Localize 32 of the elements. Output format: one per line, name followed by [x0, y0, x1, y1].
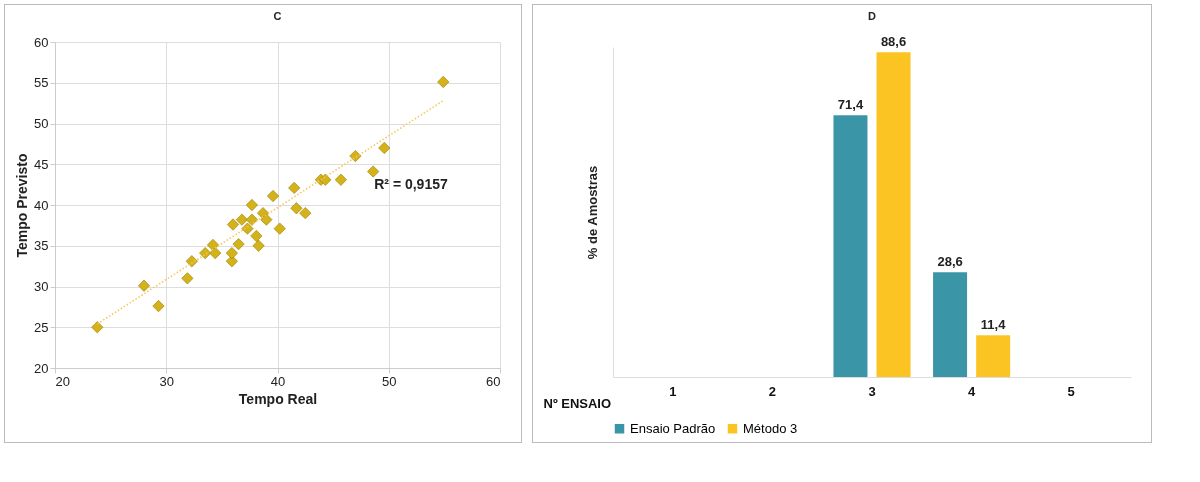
y-tick-label: 60 — [34, 34, 49, 50]
data-label: 28,6 — [937, 254, 963, 270]
data-label: 88,6 — [880, 34, 907, 50]
y-tick-label: 30 — [34, 279, 49, 294]
x-tick-label: 20 — [55, 373, 70, 389]
y-tick-label: 25 — [34, 319, 49, 335]
y-axis-title: % de Amostras — [584, 165, 600, 260]
y-tick-label: 50 — [34, 116, 49, 131]
y-tick-label: 35 — [34, 238, 49, 254]
legend-label: Ensaio Padrão — [630, 420, 716, 436]
y-tick-label: 20 — [34, 360, 49, 376]
y-tick-label: 55 — [34, 75, 49, 91]
chart-title: C — [273, 10, 282, 22]
annotation: R² = 0,9157 — [374, 176, 448, 193]
x-tick-label: 50 — [382, 373, 397, 389]
data-label: 11,4 — [980, 317, 1007, 333]
y-axis-title: Tempo Previsto — [14, 153, 31, 258]
x-tick-label: 40 — [270, 373, 286, 389]
chart-title: D — [868, 10, 877, 23]
x-axis-title: Nº ENSAIO — [543, 395, 612, 411]
x-tick-label: 3 — [868, 383, 876, 399]
legend-label: Método 3 — [743, 420, 798, 436]
x-tick-label: 5 — [1067, 383, 1075, 399]
x-tick-label: 1 — [669, 383, 677, 399]
data-label: 71,4 — [837, 97, 864, 113]
y-tick-label: 45 — [34, 156, 49, 172]
x-tick-label: 2 — [768, 383, 776, 399]
y-tick-label: 40 — [34, 197, 49, 213]
x-tick-label: 4 — [968, 383, 976, 399]
x-axis-title: Tempo Real — [238, 390, 318, 407]
x-tick-label: 30 — [159, 373, 174, 389]
x-tick-label: 60 — [486, 373, 501, 389]
